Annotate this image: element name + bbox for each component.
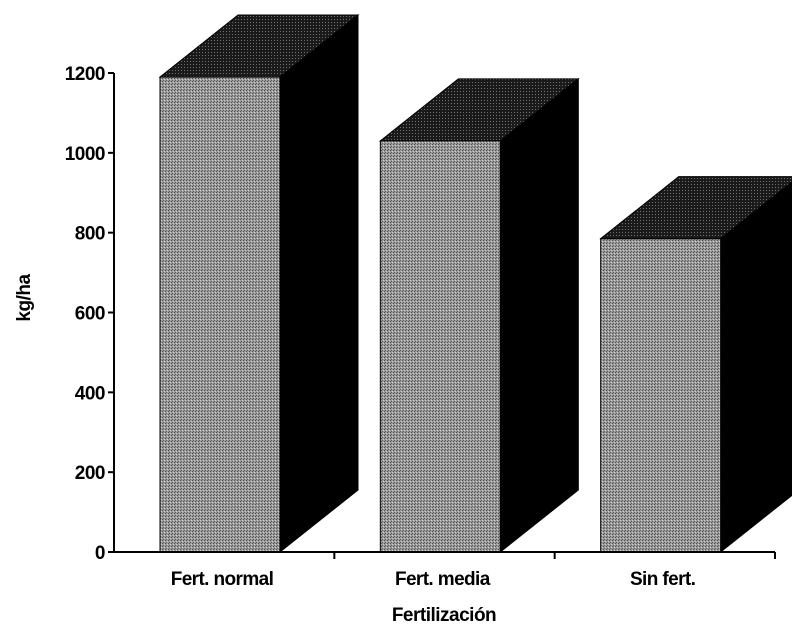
y-tick-label: 1000 — [65, 144, 105, 165]
bar-side-face — [279, 13, 359, 554]
bar-2 — [599, 176, 792, 554]
x-axis-title: Fertilización — [392, 605, 496, 626]
bar-side-face — [720, 181, 792, 554]
x-tick-label: Fert. normal — [171, 569, 274, 590]
y-tick-label: 1200 — [65, 64, 105, 85]
y-tick-label: 600 — [75, 304, 105, 325]
bar-front-face — [379, 140, 501, 553]
x-tick-label: Fert. media — [395, 569, 491, 590]
bar-1 — [378, 77, 580, 554]
x-tick-label: Sin fert. — [630, 569, 695, 590]
bar-front-face — [159, 76, 281, 553]
bar-front-face — [600, 238, 722, 553]
y-tick-label: 400 — [75, 383, 105, 404]
bars-group — [158, 13, 792, 554]
bar-0 — [158, 13, 360, 554]
y-tick-label: 800 — [75, 224, 105, 245]
y-axis-title: kg/ha — [14, 274, 35, 322]
labels-group: Fertilización kg/ha Fert. normal Fert. me… — [14, 64, 696, 626]
axes-group — [108, 72, 776, 559]
y-tick-label: 200 — [75, 463, 105, 484]
y-tick-label: 0 — [95, 543, 105, 564]
bar-side-face — [499, 77, 579, 554]
